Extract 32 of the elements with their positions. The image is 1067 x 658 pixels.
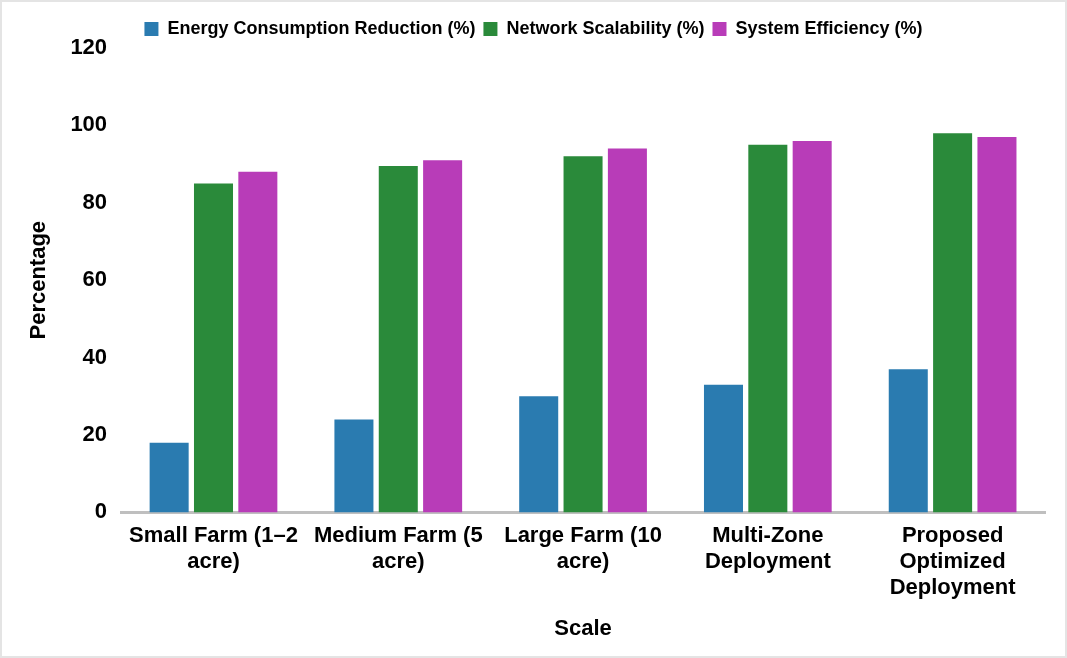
y-tick-label: 100 <box>70 111 108 137</box>
bar <box>607 148 647 513</box>
legend-label: Network Scalability (%) <box>506 17 705 38</box>
bar <box>193 183 234 513</box>
x-tick-label: Multi-Zone Deployment <box>704 521 832 574</box>
bar <box>149 442 189 513</box>
y-tick-label: 20 <box>82 421 108 447</box>
y-tick-label: 60 <box>82 266 108 292</box>
bar <box>238 171 278 513</box>
x-tick-label: Small Farm (1–2 acre) <box>129 521 298 574</box>
bar <box>378 166 418 513</box>
y-tick-label: 80 <box>82 188 108 214</box>
x-axis-title: Scale <box>554 614 612 640</box>
bar <box>519 396 559 513</box>
y-tick-label: 40 <box>82 343 108 369</box>
x-tick-label: Medium Farm (5 acre) <box>313 521 483 574</box>
bar <box>748 144 788 513</box>
y-axis-title: Percentage <box>25 220 51 340</box>
y-tick-label: 0 <box>94 498 108 524</box>
legend-label: System Efficiency (%) <box>735 17 923 38</box>
y-tick-label: 120 <box>70 34 108 60</box>
bar <box>933 133 973 513</box>
x-tick-label: Large Farm (10 acre) <box>504 521 662 574</box>
x-tick-label: Proposed Optimized Deployment <box>889 521 1017 600</box>
legend-label: Energy Consumption Reduction (%) <box>167 17 476 38</box>
bar <box>792 140 832 513</box>
bar <box>334 419 374 513</box>
bar <box>977 137 1017 513</box>
bar <box>703 384 743 513</box>
bar <box>888 369 928 513</box>
bar <box>563 156 603 513</box>
bar <box>423 160 463 513</box>
